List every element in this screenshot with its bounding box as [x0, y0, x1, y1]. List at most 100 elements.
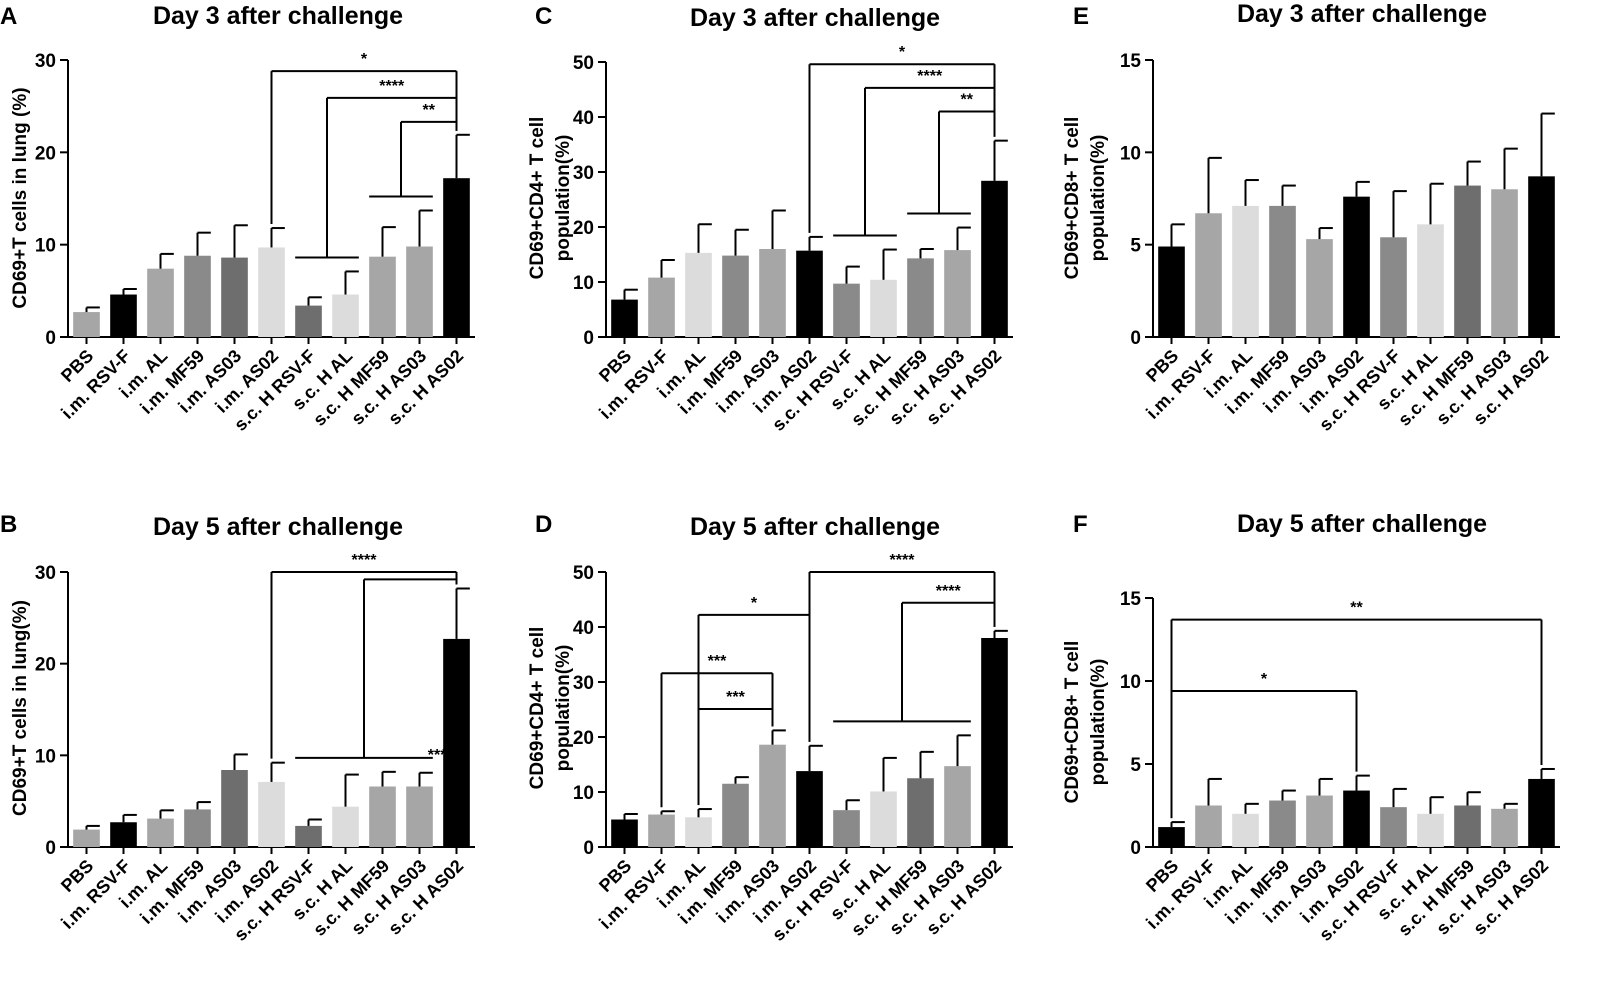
bar — [110, 822, 137, 847]
bar — [722, 783, 749, 847]
significance-label: **** — [890, 552, 916, 569]
bar — [685, 817, 712, 847]
bar — [258, 247, 285, 337]
y-tick-label: 40 — [573, 108, 594, 129]
y-axis-label: CD69+CD4+ T cell population(%) — [527, 627, 574, 790]
y-tick-label: 10 — [573, 783, 594, 804]
bar — [295, 305, 322, 337]
bar — [332, 806, 359, 847]
significance-label: **** — [936, 583, 962, 600]
y-tick-label: 0 — [583, 328, 594, 349]
bar — [1269, 205, 1296, 337]
bar — [1417, 224, 1444, 337]
y-axis-label-line: population(%) — [553, 135, 574, 262]
y-tick-label: 50 — [573, 563, 594, 584]
bar — [73, 829, 100, 847]
y-axis-label: CD69+T cells in lung (%) — [10, 87, 31, 308]
bar — [944, 766, 971, 847]
y-tick-label: 0 — [45, 838, 56, 859]
bar — [1195, 805, 1222, 847]
y-tick-label: 0 — [1130, 838, 1141, 859]
significance-label: **** — [917, 68, 943, 85]
y-tick-label: 10 — [35, 746, 56, 767]
bar — [1380, 807, 1407, 847]
panel-letter: F — [1073, 511, 1088, 538]
bar — [1491, 189, 1518, 337]
bar — [1528, 176, 1555, 337]
bar — [1454, 805, 1481, 847]
significance-label: * — [361, 51, 368, 68]
significance-label: **** — [352, 552, 378, 569]
y-axis-label: CD69+CD8+ T cell population(%) — [1062, 117, 1109, 280]
bar — [870, 279, 897, 337]
bar — [796, 771, 823, 847]
significance-label: * — [751, 595, 758, 612]
y-axis-label-line: CD69+T cells in lung (%) — [10, 87, 31, 308]
y-tick-label: 10 — [35, 236, 56, 257]
bar — [1343, 790, 1370, 847]
y-tick-label: 20 — [35, 143, 56, 164]
bar — [907, 778, 934, 847]
y-axis-label: CD69+CD4+ T cell population(%) — [527, 117, 574, 280]
chart-title: Day 3 after challenge — [1237, 0, 1487, 28]
significance-label: ** — [961, 92, 974, 109]
panel-e: E Day 3 after challenge CD69+CD8+ T cell po… — [1062, 0, 1560, 435]
panel-d: D Day 5 after challenge CD69+CD4+ T cell po… — [527, 511, 1013, 945]
bar — [1269, 800, 1296, 847]
y-tick-label: 0 — [45, 328, 56, 349]
y-tick-label: 5 — [1130, 755, 1141, 776]
bar — [833, 283, 860, 337]
bar — [1232, 813, 1259, 847]
y-tick-label: 10 — [1120, 672, 1141, 693]
panel-letter: B — [0, 511, 17, 538]
bar — [611, 819, 638, 847]
bar — [1380, 237, 1407, 337]
bar — [648, 814, 675, 847]
y-tick-label: 10 — [1120, 143, 1141, 164]
bar — [184, 809, 211, 847]
bar — [221, 257, 248, 337]
y-tick-label: 20 — [573, 218, 594, 239]
bar — [722, 255, 749, 337]
significance-label: *** — [708, 653, 727, 670]
y-tick-label: 15 — [1120, 51, 1142, 72]
y-axis-label-line: CD69+T cells in lung(%) — [10, 600, 31, 816]
bar — [1343, 196, 1370, 337]
chart-title: Day 5 after challenge — [153, 513, 403, 541]
bar — [759, 249, 786, 337]
bar — [981, 638, 1008, 847]
bar — [1454, 185, 1481, 337]
y-axis-label-line: population(%) — [1088, 135, 1109, 262]
bar — [258, 781, 285, 847]
bar — [833, 810, 860, 847]
y-axis-label-line: CD69+CD4+ T cell — [527, 117, 548, 280]
panel-a: A Day 3 after challenge CD69+T cells in lu… — [0, 2, 475, 435]
bar — [1158, 246, 1185, 337]
bar — [369, 786, 396, 847]
panel-letter: E — [1073, 3, 1089, 30]
chart-title: Day 3 after challenge — [153, 2, 403, 30]
y-tick-label: 20 — [573, 728, 594, 749]
y-tick-label: 0 — [583, 838, 594, 859]
y-tick-label: 50 — [573, 53, 594, 74]
y-tick-label: 20 — [35, 655, 56, 676]
bar — [147, 268, 174, 337]
bar — [907, 258, 934, 337]
bar — [1195, 213, 1222, 337]
bar — [796, 250, 823, 337]
y-tick-label: 30 — [573, 163, 594, 184]
significance-label: * — [1261, 671, 1268, 688]
bar — [443, 638, 470, 847]
significance-label: * — [899, 44, 906, 61]
y-tick-label: 40 — [573, 618, 594, 639]
bar — [443, 178, 470, 337]
bar — [73, 312, 100, 337]
significance-label: ** — [1350, 600, 1363, 617]
y-tick-label: 0 — [1130, 328, 1141, 349]
significance-label: ** — [423, 102, 436, 119]
chart-title: Day 5 after challenge — [690, 513, 940, 541]
panel-b: B Day 5 after challenge CD69+T cells in lu… — [0, 511, 475, 945]
y-axis-label: CD69+CD8+ T cell population(%) — [1062, 641, 1109, 804]
bar — [611, 299, 638, 337]
